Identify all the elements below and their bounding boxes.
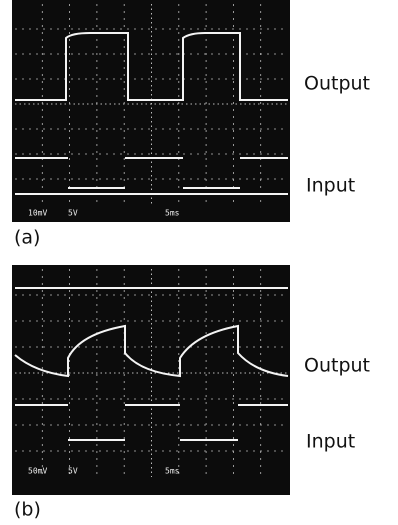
panel-label: (a) (14, 227, 40, 249)
scale-label: 5V (68, 209, 78, 218)
figure: 10mV 5V 5ms Output Input (a) 50mV 5V 5ms… (0, 0, 398, 525)
scope-screen (12, 265, 290, 495)
scale-label: 5ms (165, 209, 180, 218)
output-label: Output (304, 355, 370, 377)
input-label: Input (306, 175, 355, 197)
input-label: Input (306, 431, 355, 453)
scale-label: 50mV (28, 467, 47, 476)
scale-label: 10mV (28, 209, 47, 218)
scale-label: 5ms (165, 467, 180, 476)
scale-label: 5V (68, 467, 78, 476)
output-label: Output (304, 73, 370, 95)
panel-label: (b) (14, 499, 41, 521)
